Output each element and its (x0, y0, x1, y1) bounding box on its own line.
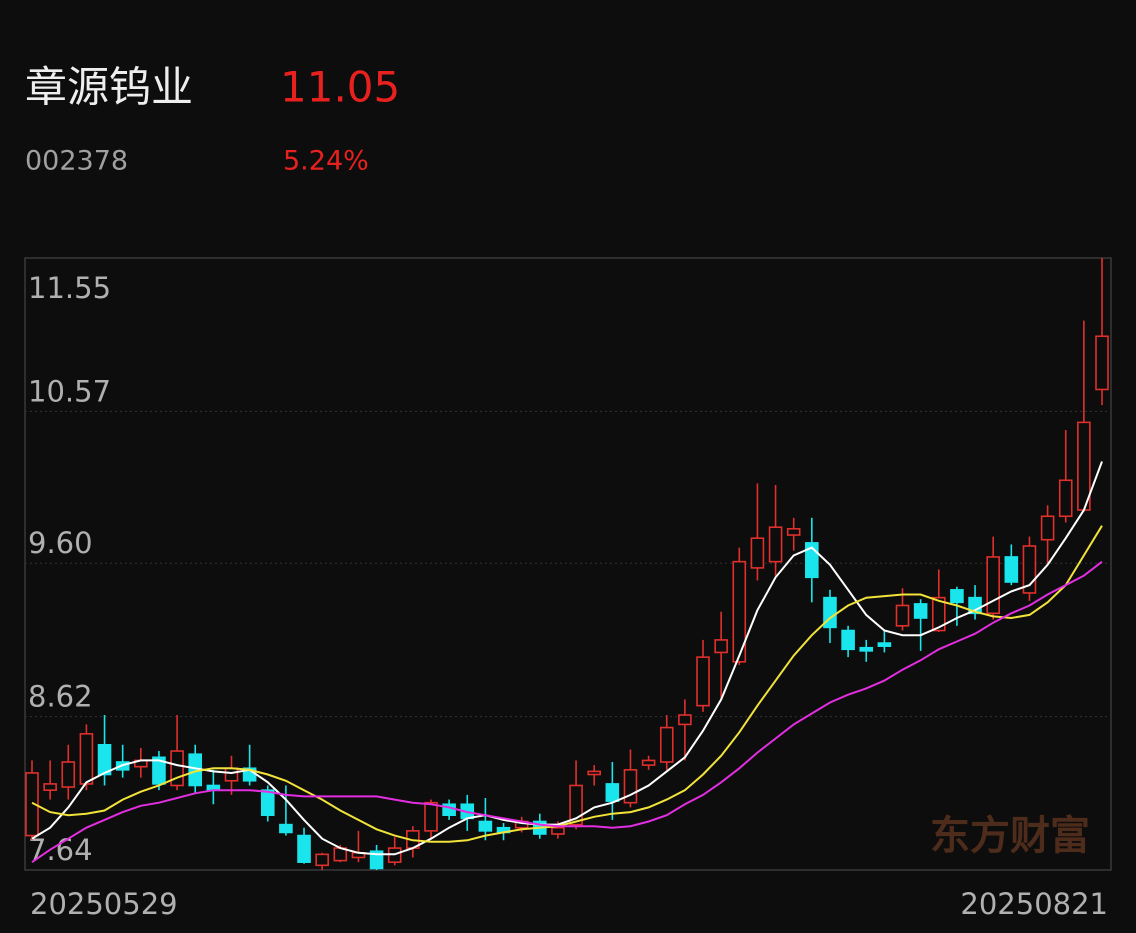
moving-average-line (31, 461, 1103, 856)
candle-body (913, 603, 928, 619)
y-tick-label: 8.62 (28, 680, 93, 714)
y-tick-label: 9.60 (28, 526, 93, 560)
candle-body (877, 642, 892, 647)
candle-body (79, 733, 94, 785)
x-tick-label: 20250529 (30, 887, 178, 921)
candle-body (696, 656, 710, 707)
candle-body (605, 783, 620, 802)
moving-average-line (31, 525, 1103, 843)
candle-body (859, 646, 874, 652)
candle-body (1040, 515, 1055, 541)
candle-body (297, 834, 311, 863)
candle-body (750, 537, 765, 569)
candle-body (224, 767, 239, 782)
candle-body (986, 556, 1000, 615)
candle-body (43, 783, 57, 791)
candle-body (279, 823, 293, 834)
watermark: 东方财富 (930, 813, 1090, 859)
stock-change: 5.24% (283, 146, 369, 177)
y-tick-label: 7.64 (28, 833, 93, 867)
candle-body (478, 820, 493, 832)
candle-body (659, 726, 674, 763)
candle-body (950, 589, 964, 604)
candle-body (61, 761, 76, 788)
candle-body (551, 826, 565, 835)
moving-average-line (31, 560, 1103, 864)
candle-body (1004, 556, 1019, 583)
candle-body (1058, 479, 1073, 518)
candle-body (714, 639, 728, 654)
candle-body (587, 770, 602, 776)
candle-body (931, 596, 946, 632)
candle-body (678, 714, 692, 726)
y-tick-label: 11.55 (28, 271, 111, 305)
candle-body (768, 526, 783, 563)
candle-body (1095, 335, 1109, 391)
candle-body (786, 527, 801, 536)
candle-body (841, 629, 855, 651)
candle-body (732, 560, 747, 663)
stock-name: 章源钨业 (25, 63, 193, 112)
candle-body (315, 853, 329, 867)
candle-body (641, 759, 656, 766)
stock-price: 11.05 (280, 63, 400, 112)
candle-body (97, 743, 112, 776)
candle-body (260, 789, 275, 817)
x-tick-label: 20250821 (960, 887, 1108, 921)
candle-body (369, 850, 384, 870)
candle-body (25, 772, 39, 837)
stock-code: 002378 (25, 146, 128, 177)
candle-body (424, 801, 438, 832)
candle-body (152, 756, 166, 785)
candle-body (895, 604, 910, 627)
candle-body (569, 784, 583, 826)
y-tick-label: 10.57 (28, 374, 111, 408)
plot-frame (24, 257, 1112, 871)
